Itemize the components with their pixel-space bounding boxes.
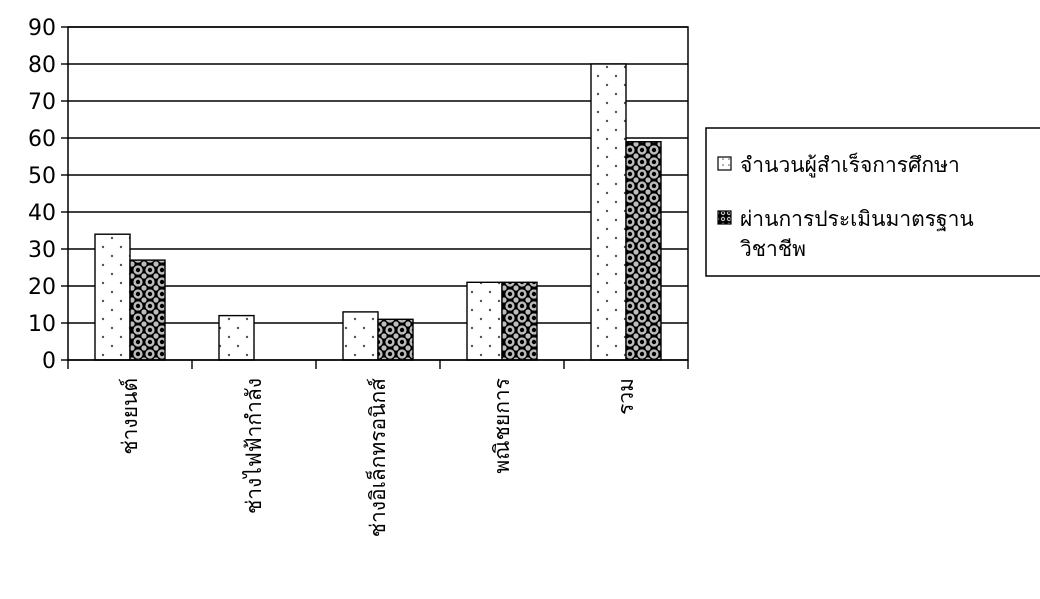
y-tick-label: 20	[28, 275, 56, 300]
y-tick-label: 70	[28, 90, 56, 115]
bar-series-2	[129, 259, 166, 361]
y-tick-label: 80	[28, 53, 56, 78]
bar-series-1	[218, 314, 255, 361]
x-category-label-group: รวม	[614, 378, 638, 415]
legend-label-series-2: ผ่านการประเมินมาตรฐาน วิชาชีพ	[740, 207, 981, 261]
x-category-label: ช่างอิเล็กทรอนิกส์	[364, 378, 390, 537]
legend-label-series-2-line-2: วิชาชีพ	[740, 237, 806, 261]
legend-box	[705, 127, 1040, 277]
bar-series-1	[94, 233, 131, 361]
y-tick-label: 30	[28, 238, 56, 263]
legend: จำนวนผู้สำเร็จการศึกษา ผ่านการประเมินมาต…	[705, 127, 1040, 277]
bar-series-2	[625, 140, 662, 361]
y-tick-label: 0	[42, 349, 56, 374]
x-category-label: ช่างยนต์	[118, 378, 142, 455]
bar-series-1	[342, 311, 379, 361]
bars	[94, 63, 662, 361]
x-category-label-group: ช่างไฟฟ้ากำลัง	[242, 378, 266, 514]
y-tick-labels: 0 10 20 30 40 50 60 70 80 90	[28, 16, 56, 374]
bar-series-2	[501, 281, 538, 361]
x-category-label: รวม	[614, 378, 638, 415]
x-category-label-group: ช่างอิเล็กทรอนิกส์	[364, 378, 390, 537]
axes	[61, 26, 689, 369]
y-tick-label: 10	[28, 312, 56, 337]
x-category-label: ช่างไฟฟ้ากำลัง	[242, 378, 266, 514]
bar-series-1	[466, 281, 503, 361]
x-category-label-group: พณิชยการ	[490, 378, 514, 474]
legend-label-series-1: จำนวนผู้สำเร็จการศึกษา	[740, 151, 960, 178]
x-category-label: พณิชยการ	[490, 378, 514, 474]
bar-series-1	[590, 63, 627, 361]
legend-swatch-series-2	[717, 210, 732, 225]
y-tick-label: 40	[28, 201, 56, 226]
y-tick-label: 90	[28, 16, 56, 41]
y-tick-label: 60	[28, 127, 56, 152]
y-tick-label: 50	[28, 164, 56, 189]
legend-label-series-2-line-1: ผ่านการประเมินมาตรฐาน	[740, 207, 974, 231]
x-category-label-group: ช่างยนต์	[118, 378, 142, 455]
x-category-labels: ช่างยนต์ ช่างไฟฟ้ากำลัง ช่างอิเล็กทรอนิกส์…	[118, 378, 638, 537]
bar-series-2	[377, 318, 414, 361]
legend-swatch-series-1	[717, 156, 732, 171]
